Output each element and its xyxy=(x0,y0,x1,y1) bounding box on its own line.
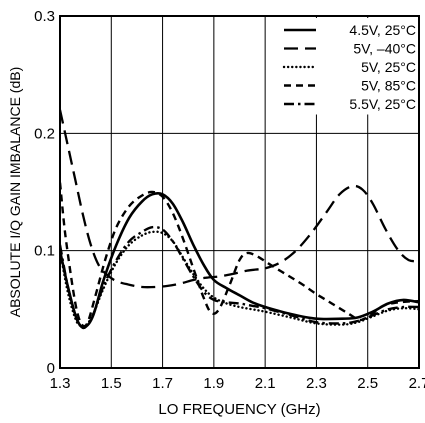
x-tick-label: 2.1 xyxy=(255,375,276,392)
x-axis-label: LO FREQUENCY (GHz) xyxy=(158,401,320,418)
y-axis-label: ABSOLUTE I/Q GAIN IMBALANCE (dB) xyxy=(7,67,23,318)
y-tick-label: 0.2 xyxy=(34,125,55,142)
legend-label: 5V, –40°C xyxy=(353,41,416,57)
legend-label: 4.5V, 25°C xyxy=(349,22,416,38)
x-tick-label: 1.7 xyxy=(152,375,173,392)
x-tick-label: 2.5 xyxy=(357,375,378,392)
legend: 4.5V, 25°C 5V, –40°C 5V, 25°C 5V, 85°C 5.5V,… xyxy=(280,18,418,115)
x-tick-label: 2.3 xyxy=(306,375,327,392)
legend-label: 5V, 25°C xyxy=(361,59,416,75)
y-tick-label: 0.1 xyxy=(34,243,55,260)
series-line xyxy=(60,225,419,330)
x-tick-label: 2.7 xyxy=(409,375,425,392)
series-line xyxy=(60,109,419,289)
series-line xyxy=(60,230,419,329)
x-tick-label: 1.3 xyxy=(50,375,71,392)
series-lines xyxy=(60,109,419,330)
y-tick-label: 0 xyxy=(47,360,55,377)
plot-frame xyxy=(59,15,420,369)
tick-labels: 1.3 1.5 1.7 1.9 2.1 2.3 2.5 2.7 0 0.1 0.2 0.3 xyxy=(34,8,425,392)
legend-label: 5V, 85°C xyxy=(361,78,416,94)
legend-label: 5.5V, 25°C xyxy=(349,96,416,112)
series-line xyxy=(60,182,419,328)
legend-background xyxy=(280,18,418,115)
x-tick-label: 1.5 xyxy=(101,375,122,392)
y-tick-label: 0.3 xyxy=(34,8,55,25)
x-tick-label: 1.9 xyxy=(203,375,224,392)
